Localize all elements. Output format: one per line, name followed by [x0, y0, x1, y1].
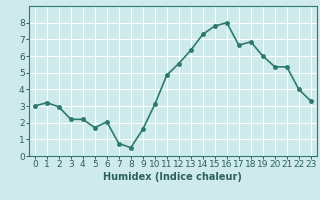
X-axis label: Humidex (Indice chaleur): Humidex (Indice chaleur) [103, 172, 242, 182]
